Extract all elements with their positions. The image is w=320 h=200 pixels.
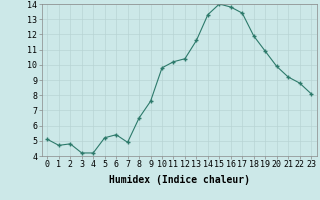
X-axis label: Humidex (Indice chaleur): Humidex (Indice chaleur) [109, 175, 250, 185]
